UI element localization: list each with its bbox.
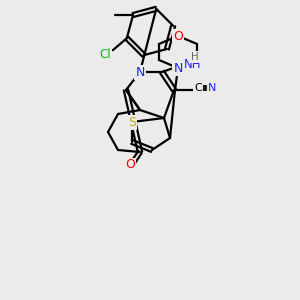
Text: C: C xyxy=(194,83,202,93)
Text: Cl: Cl xyxy=(99,48,111,61)
Text: N: N xyxy=(208,83,216,93)
Text: NH: NH xyxy=(184,58,202,71)
Text: S: S xyxy=(128,116,136,128)
Text: N: N xyxy=(135,65,145,79)
Text: N: N xyxy=(173,61,183,74)
Text: H: H xyxy=(191,52,199,62)
Text: O: O xyxy=(173,29,183,43)
Text: O: O xyxy=(125,158,135,172)
